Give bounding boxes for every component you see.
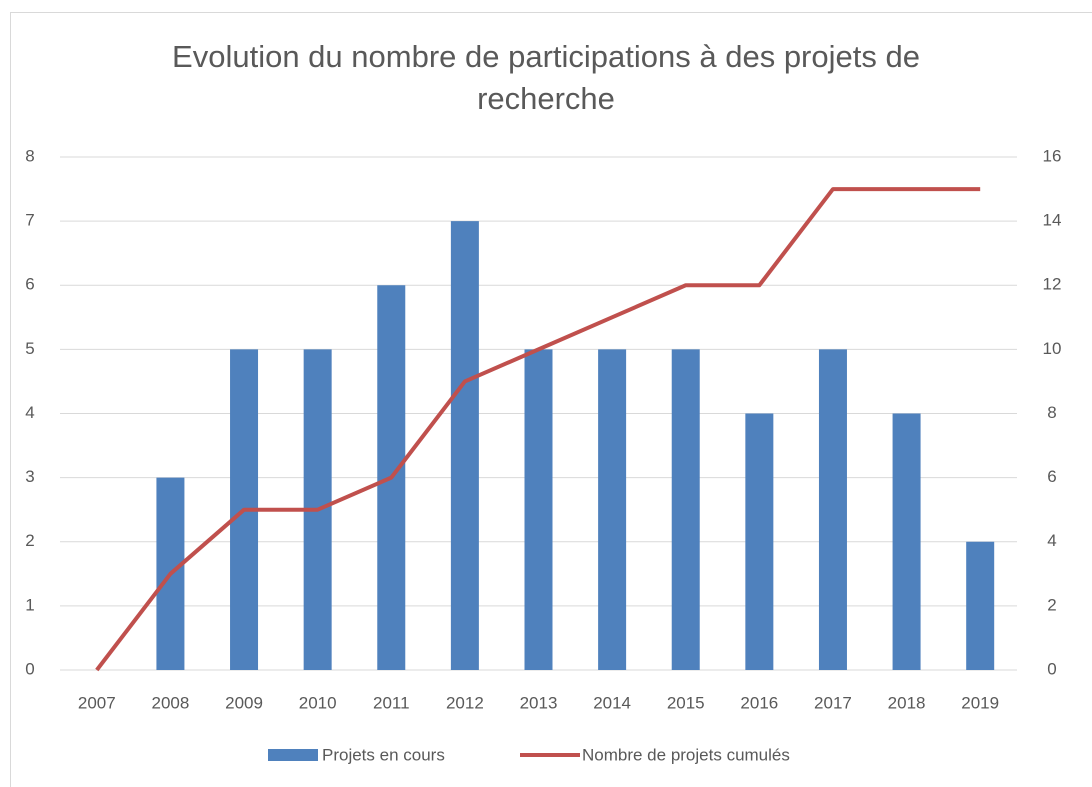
x-tick-label: 2011 bbox=[373, 693, 410, 712]
bar bbox=[745, 413, 774, 670]
y-tick-label: 6 bbox=[25, 275, 34, 294]
y2-tick-label: 4 bbox=[1047, 531, 1056, 550]
x-tick-label: 2014 bbox=[593, 693, 631, 712]
y-tick-label: 1 bbox=[25, 595, 34, 614]
bar bbox=[598, 349, 627, 670]
bar bbox=[966, 541, 995, 670]
bar bbox=[892, 413, 921, 670]
y-tick-label: 7 bbox=[25, 211, 34, 230]
bar bbox=[818, 349, 847, 670]
y2-tick-label: 8 bbox=[1047, 403, 1056, 422]
legend-label: Nombre de projets cumulés bbox=[582, 745, 790, 764]
x-tick-label: 2012 bbox=[446, 693, 484, 712]
y2-tick-label: 10 bbox=[1043, 339, 1062, 358]
chart-border bbox=[10, 12, 1092, 787]
y-tick-label: 5 bbox=[25, 339, 34, 358]
bar bbox=[524, 349, 553, 670]
x-tick-label: 2019 bbox=[961, 693, 999, 712]
y-tick-label: 0 bbox=[25, 659, 34, 678]
y-tick-label: 4 bbox=[25, 403, 34, 422]
x-tick-label: 2009 bbox=[225, 693, 263, 712]
x-tick-label: 2008 bbox=[152, 693, 190, 712]
y-tick-label: 2 bbox=[25, 531, 34, 550]
y-tick-label: 3 bbox=[25, 467, 34, 486]
y2-tick-label: 14 bbox=[1043, 211, 1062, 230]
bar bbox=[450, 221, 479, 670]
x-tick-label: 2007 bbox=[78, 693, 116, 712]
y2-tick-label: 6 bbox=[1047, 467, 1056, 486]
x-tick-label: 2016 bbox=[740, 693, 778, 712]
x-tick-label: 2017 bbox=[814, 693, 852, 712]
y2-tick-label: 16 bbox=[1043, 146, 1062, 165]
line bbox=[95, 187, 981, 672]
y-tick-label: 8 bbox=[25, 146, 34, 165]
x-tick-label: 2013 bbox=[520, 693, 558, 712]
y2-tick-label: 0 bbox=[1047, 659, 1056, 678]
y2-tick-label: 2 bbox=[1047, 595, 1056, 614]
x-tick-label: 2015 bbox=[667, 693, 705, 712]
x-tick-label: 2010 bbox=[299, 693, 337, 712]
legend-label: Projets en cours bbox=[322, 745, 445, 764]
x-tick-label: 2018 bbox=[888, 693, 926, 712]
y2-tick-label: 12 bbox=[1043, 275, 1062, 294]
legend-swatch bbox=[268, 749, 318, 761]
bar bbox=[671, 349, 700, 670]
chart-title: Evolution du nombre de participations à … bbox=[172, 39, 920, 116]
